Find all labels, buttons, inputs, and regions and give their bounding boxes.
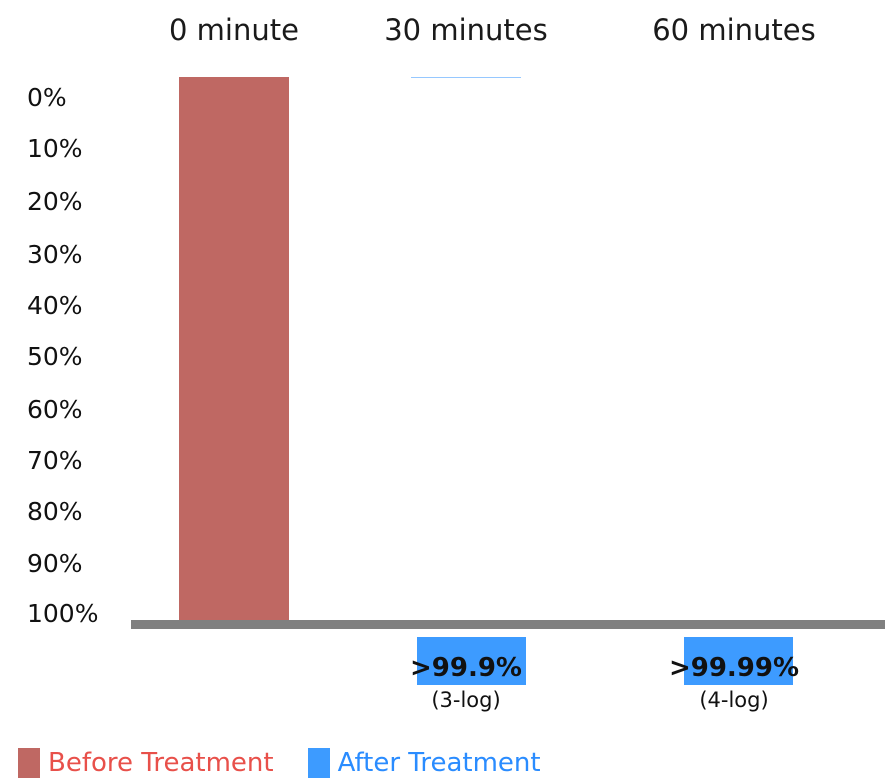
y-tick-labels: 0% 10% 20% 30% 40% 50% 60% 70% 80% 90% 100% bbox=[27, 83, 98, 628]
y-tick-label: 20% bbox=[27, 187, 83, 216]
category-label: 0 minute bbox=[169, 13, 299, 47]
bar-before bbox=[179, 77, 289, 620]
y-tick-label: 80% bbox=[27, 497, 83, 526]
legend: Before Treatment After Treatment bbox=[18, 747, 575, 779]
category-label: 30 minutes bbox=[384, 13, 548, 47]
y-tick-label: 70% bbox=[27, 446, 83, 475]
annotation-value: >99.99% bbox=[669, 653, 799, 683]
y-tick-label: 50% bbox=[27, 342, 83, 371]
legend-swatch-after bbox=[307, 748, 330, 778]
y-tick-label: 10% bbox=[27, 134, 83, 163]
legend-label-before: Before Treatment bbox=[48, 748, 274, 778]
legend-label-after: After Treatment bbox=[337, 748, 541, 778]
annotation-highlight bbox=[417, 637, 526, 685]
annotation-highlight bbox=[684, 637, 793, 685]
annotation-value: >99.9% bbox=[410, 653, 522, 683]
y-tick-label: 90% bbox=[27, 549, 83, 578]
y-tick-label: 40% bbox=[27, 291, 83, 320]
legend-item-after: After Treatment bbox=[307, 747, 541, 779]
y-tick-label: 30% bbox=[27, 240, 83, 269]
y-tick-label: 0% bbox=[27, 83, 67, 112]
category-labels: 0 minute 30 minutes 60 minutes bbox=[169, 13, 816, 47]
y-tick-label: 100% bbox=[27, 599, 98, 628]
annotations: >99.9% (3-log) >99.99% (4-log) bbox=[410, 637, 799, 712]
annotation-log: (4-log) bbox=[699, 688, 768, 712]
category-label: 60 minutes bbox=[652, 13, 816, 47]
bar-after bbox=[411, 77, 521, 78]
legend-swatch-before bbox=[18, 748, 40, 778]
chart: 0 minute 30 minutes 60 minutes 0% 10% 20% 30%… bbox=[27, 13, 885, 712]
annotation-log: (3-log) bbox=[431, 688, 500, 712]
legend-item-before: Before Treatment bbox=[18, 747, 274, 779]
y-tick-label: 60% bbox=[27, 395, 83, 424]
baseline-axis bbox=[131, 620, 885, 629]
bars bbox=[179, 77, 521, 620]
